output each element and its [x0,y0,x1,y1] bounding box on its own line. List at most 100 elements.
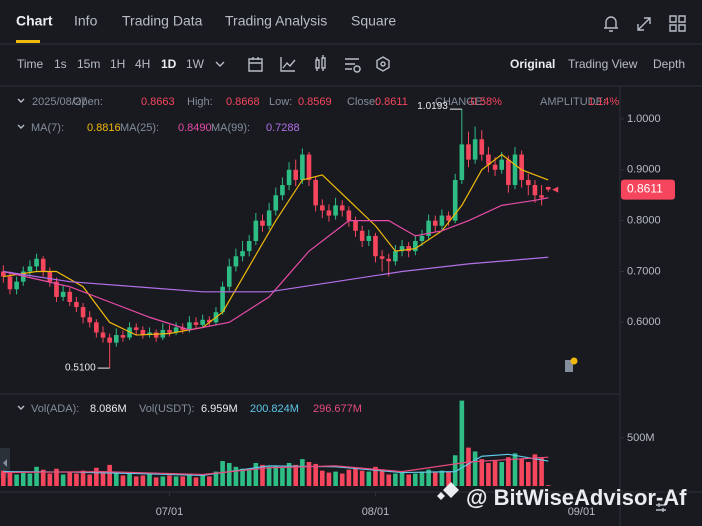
candle-body [54,281,59,297]
volume-bar [539,457,544,486]
ohlc-info: Low: [269,96,292,108]
interval[interactable]: 1H [110,57,125,71]
top-icons [604,15,686,32]
tab[interactable]: Trading Analysis [225,13,327,29]
volume-bar [180,476,186,486]
candle-body [506,159,511,186]
interval[interactable]: Time [17,57,44,71]
candle-body [413,240,418,252]
high-annotation: 1.0193 [417,101,448,112]
candle-body [492,164,498,170]
volume-bar [459,400,465,486]
ohlc-info: -0.58% [467,96,502,108]
interval[interactable]: 4H [135,57,150,71]
volume-bar [293,464,299,486]
volume-bar [173,476,179,486]
low-annotation: 0.5100 [65,363,96,374]
candle-body [452,179,458,221]
interval[interactable]: 15m [77,57,100,71]
notification-dot [570,357,578,365]
tab[interactable]: Trading Data [122,13,203,29]
candle-body [133,327,139,330]
candle-body [94,322,99,333]
candle-body [545,186,551,190]
tab[interactable]: Square [351,13,396,29]
scroll-arrow [3,459,7,467]
dropdown-icon[interactable] [215,61,225,67]
volume-bar [532,454,538,486]
candle-body [1,271,6,277]
x-tick-label: 07/01 [156,506,184,518]
candle-body [319,205,325,211]
price-arrow [552,186,559,193]
volume-bar [226,462,232,486]
candle-body [426,220,431,236]
collapse-icon[interactable] [17,98,25,103]
volume-bar [147,474,152,486]
volume-bar [80,470,86,486]
tab[interactable]: Chart [16,13,53,29]
volume-bar [326,472,332,486]
volume-bar [499,462,505,486]
volume-bar [94,467,99,486]
interval[interactable]: 1D [161,57,177,71]
volume-ma-line [3,453,549,477]
candle-body [80,307,86,318]
candle-body [313,179,318,206]
volume-bar [413,473,418,486]
note-icon[interactable] [565,360,573,372]
collapse-icon[interactable] [17,124,25,129]
interval[interactable]: 1W [186,57,205,71]
volume-bar [207,476,212,486]
volume-bar [74,473,79,486]
volume-bar [386,474,392,486]
ohlc-info: 0.8663 [141,96,175,108]
volume-bar [379,470,385,486]
view-option[interactable]: Trading View [568,57,638,71]
vol-label: Vol(USDT): [139,403,195,415]
settings-list-icon[interactable] [345,58,361,73]
candle-body [233,256,239,267]
price-tag [621,179,675,200]
volume-bar [466,447,471,486]
candle-body [240,251,245,257]
ma-line [3,197,549,331]
candle-body [373,235,378,257]
vol-label: Vol(ADA): [31,403,79,415]
candle-body [120,335,126,338]
view-option[interactable]: Original [510,57,555,71]
volume-bar [47,473,53,486]
expand-icon[interactable] [637,17,651,31]
volume-bar [446,471,451,486]
volume-bar [432,472,438,486]
indicator-icon[interactable] [280,57,296,72]
calendar-icon[interactable] [248,57,263,72]
axis-settings-icon[interactable] [656,503,666,512]
layout-icon[interactable] [669,15,686,32]
ma-line [3,256,549,293]
candle-body [432,220,438,226]
ma-value: 0.7288 [266,122,300,134]
candle-body [280,185,285,196]
candle-body [47,271,53,282]
volume-bar [419,471,425,486]
bell-icon[interactable] [604,16,618,32]
vol-value: 6.959M [201,403,238,415]
volume-bar [273,465,279,486]
ohlc-info: High: [187,96,213,108]
interval[interactable]: 1s [54,57,67,71]
volume-bar [339,473,345,486]
candle-body [525,179,531,186]
volume-bar [253,462,259,486]
watermark: @ BitWiseAdvisor-Af [466,485,687,510]
collapse-icon[interactable] [17,405,25,410]
volume-bar [1,470,6,486]
volume-bar [233,466,239,486]
tab[interactable]: Info [74,13,98,29]
ohlc-info: 0.8611 [375,96,408,108]
gear-icon[interactable] [376,56,390,72]
volume-bar [479,459,485,486]
view-option[interactable]: Depth [653,57,685,71]
candle-icon[interactable] [315,55,326,71]
